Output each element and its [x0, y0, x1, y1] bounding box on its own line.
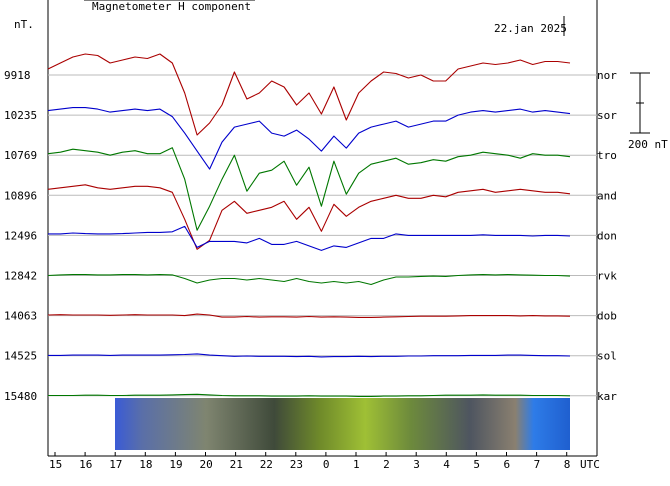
- x-tick-label-1: 1: [353, 458, 360, 471]
- baseline-label-dob: 14063: [4, 310, 37, 323]
- x-tick-label-22: 22: [260, 458, 273, 471]
- x-tick-label-4: 4: [443, 458, 450, 471]
- trace-kar: [48, 393, 571, 397]
- station-label-and: and: [597, 189, 617, 202]
- x-axis-label: UTC: [580, 458, 600, 471]
- station-label-tro: tro: [597, 149, 617, 162]
- station-labels: nor sor tro and don rvk dob sol kar: [597, 69, 617, 403]
- station-label-sor: sor: [597, 109, 617, 122]
- x-tick-label-23: 23: [290, 458, 303, 471]
- trace-dob: [47, 313, 571, 318]
- station-label-dob: dob: [597, 310, 617, 323]
- date-label: 22.jan 2025: [494, 22, 567, 35]
- baseline-label-sor: 10235: [4, 109, 37, 122]
- x-tick-label-5: 5: [473, 458, 480, 471]
- series-traces: [47, 53, 571, 397]
- chart-title: Magnetometer H component: [92, 0, 251, 13]
- trace-and: [47, 184, 571, 250]
- x-tick-label-21: 21: [230, 458, 243, 471]
- x-tick-label-19: 19: [169, 458, 182, 471]
- allsky-keogram-image: [115, 398, 570, 450]
- baseline-label-nor: 9918: [4, 69, 31, 82]
- baseline-label-rvk: 12842: [4, 270, 37, 283]
- x-tick-label-7: 7: [534, 458, 541, 471]
- unit-label: nT.: [14, 18, 34, 31]
- x-tick-label-8: 8: [564, 458, 571, 471]
- legend-blank-area: [627, 6, 670, 62]
- trace-nor: [47, 53, 571, 136]
- x-tick-label-20: 20: [200, 458, 213, 471]
- plot-frame: [47, 0, 598, 457]
- station-label-kar: kar: [597, 390, 617, 403]
- trace-don: [48, 225, 571, 251]
- x-tick-label-16: 16: [79, 458, 92, 471]
- station-label-sol: sol: [597, 350, 617, 363]
- x-tick-label-6: 6: [504, 458, 511, 471]
- scale-bar-label: 200 nT: [628, 138, 668, 151]
- baseline-label-and: 10896: [4, 189, 37, 202]
- station-label-rvk: rvk: [597, 270, 617, 283]
- trace-sol: [48, 353, 571, 358]
- x-tick-label-15: 15: [49, 458, 62, 471]
- x-tick-label-18: 18: [139, 458, 152, 471]
- x-tick-label-17: 17: [109, 458, 122, 471]
- trace-tro: [47, 147, 571, 231]
- x-axis-ticks: 15 16 17 18 19 20 21 22 23 0 1 2 3 4 5 6 7 8: [49, 452, 570, 471]
- x-tick-label-2: 2: [383, 458, 390, 471]
- station-label-don: don: [597, 229, 617, 242]
- x-tick-label-0: 0: [323, 458, 330, 471]
- x-tick-label-3: 3: [413, 458, 420, 471]
- scale-bar: 200 nT: [628, 72, 668, 151]
- baseline-label-sol: 14525: [4, 350, 37, 363]
- station-label-nor: nor: [597, 69, 617, 82]
- trace-sor: [47, 107, 571, 170]
- baseline-labels: 9918 10235 10769 10896 12496 12842 14063 14525 1…: [4, 69, 37, 403]
- baseline-label-kar: 15480: [4, 390, 37, 403]
- baseline-label-tro: 10769: [4, 149, 37, 162]
- trace-rvk: [47, 274, 571, 286]
- baseline-label-don: 12496: [4, 229, 37, 242]
